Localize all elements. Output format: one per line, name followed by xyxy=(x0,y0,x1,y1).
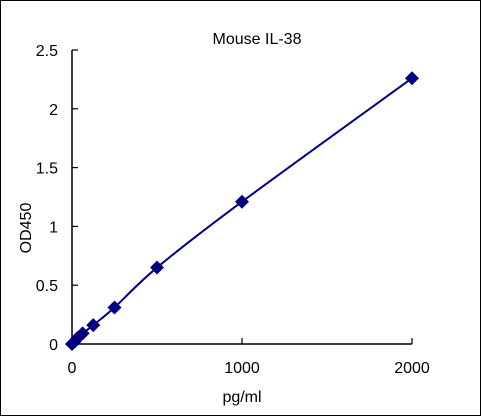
y-tick-label: 0 xyxy=(49,337,58,354)
y-tick-label: 0.5 xyxy=(36,278,58,295)
y-tick-label: 1.5 xyxy=(36,161,58,178)
chart-title: Mouse IL-38 xyxy=(213,31,302,48)
data-point-diamond xyxy=(107,300,122,315)
data-point-diamond xyxy=(405,71,419,86)
series-line xyxy=(71,77,413,345)
data-point-diamond xyxy=(150,260,164,275)
x-ticks: 0 1000 2000 xyxy=(68,338,430,377)
y-ticks: 0 0.5 1 1.5 2 2.5 xyxy=(36,43,78,354)
y-tick-label: 1 xyxy=(49,219,58,236)
data-point-diamond xyxy=(75,326,90,341)
y-tick-label: 2 xyxy=(49,102,58,119)
data-point-diamond xyxy=(235,194,249,209)
x-tick-label: 0 xyxy=(68,360,77,377)
y-tick-label: 2.5 xyxy=(36,43,58,60)
x-tick-label: 1000 xyxy=(224,360,260,377)
series-markers xyxy=(65,71,419,351)
y-axis-label: OD450 xyxy=(18,203,35,254)
x-axis-label: pg/ml xyxy=(222,389,261,406)
x-tick-label: 2000 xyxy=(394,360,430,377)
data-point-diamond xyxy=(86,318,101,333)
plot-area: 0 0.5 1 1.5 2 2.5 0 1000 2000 xyxy=(36,43,430,377)
